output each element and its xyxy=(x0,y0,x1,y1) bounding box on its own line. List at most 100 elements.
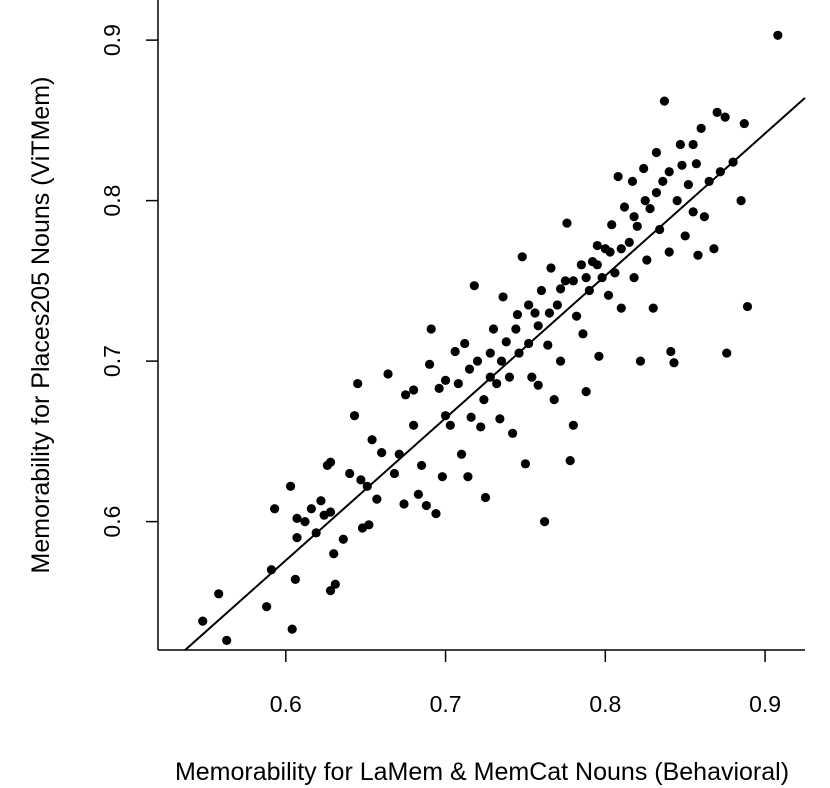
axes xyxy=(157,0,805,651)
data-point xyxy=(635,356,646,366)
data-point xyxy=(677,160,687,170)
data-point xyxy=(696,123,706,133)
data-point xyxy=(651,147,662,158)
data-point xyxy=(581,273,591,283)
data-point xyxy=(712,107,722,117)
data-point xyxy=(508,428,518,438)
data-point xyxy=(524,338,534,349)
data-point xyxy=(399,499,409,509)
data-point xyxy=(640,196,650,206)
data-point xyxy=(434,383,444,393)
data-point xyxy=(372,494,382,504)
data-point xyxy=(480,492,491,503)
y-tick-label: 0.9 xyxy=(99,24,125,56)
data-point xyxy=(607,220,617,230)
data-point xyxy=(536,285,547,296)
data-point xyxy=(292,533,302,543)
data-point xyxy=(325,586,336,596)
data-point xyxy=(424,359,435,369)
data-point xyxy=(300,517,310,527)
regression-line xyxy=(184,97,806,651)
data-point xyxy=(544,308,554,318)
data-point xyxy=(592,260,602,270)
x-tick-label: 0.7 xyxy=(430,691,462,717)
data-point xyxy=(613,171,623,182)
data-point xyxy=(329,549,339,559)
data-point xyxy=(704,176,714,186)
data-point xyxy=(552,300,562,310)
data-point xyxy=(581,387,591,397)
data-point xyxy=(699,212,709,222)
data-point xyxy=(316,496,326,506)
data-point xyxy=(440,411,451,421)
data-point xyxy=(592,240,602,251)
data-point xyxy=(549,395,559,405)
data-point xyxy=(605,247,615,257)
data-point xyxy=(469,281,479,291)
data-point xyxy=(198,616,208,626)
data-point xyxy=(527,372,537,382)
data-point xyxy=(496,356,507,366)
data-point xyxy=(742,301,753,312)
data-point xyxy=(664,167,674,177)
data-point xyxy=(338,534,348,544)
data-point xyxy=(533,321,543,331)
data-point xyxy=(413,489,423,499)
data-point xyxy=(345,468,355,479)
x-tick-label: 0.8 xyxy=(589,691,621,717)
data-point xyxy=(389,468,400,479)
data-point xyxy=(616,244,626,254)
data-point xyxy=(450,346,460,357)
x-axis-title: Memorability for LaMem & MemCat Nouns (B… xyxy=(175,758,789,786)
data-point xyxy=(492,378,502,389)
data-point xyxy=(651,187,662,198)
data-point xyxy=(568,276,578,286)
data-point xyxy=(501,337,511,347)
data-point xyxy=(498,292,508,302)
data-point xyxy=(266,565,277,575)
data-point xyxy=(672,196,682,206)
data-point xyxy=(394,449,404,459)
data-point xyxy=(584,285,594,296)
data-point xyxy=(270,504,280,514)
data-point xyxy=(632,221,642,231)
data-point xyxy=(488,324,499,334)
data-point xyxy=(495,414,505,424)
data-point xyxy=(504,372,515,382)
data-point xyxy=(655,224,665,235)
data-point xyxy=(688,139,698,150)
data-point xyxy=(290,574,300,584)
data-point xyxy=(377,447,387,458)
data-point xyxy=(709,244,719,254)
data-point xyxy=(546,263,556,273)
x-tick-label: 0.9 xyxy=(749,691,781,717)
data-point xyxy=(456,449,467,459)
data-point xyxy=(512,309,523,320)
y-axis-ticks: 0.6 0.7 0.8 0.9 xyxy=(99,24,158,538)
data-point xyxy=(349,411,360,421)
data-point xyxy=(540,517,550,527)
data-point xyxy=(356,475,366,485)
data-point xyxy=(416,460,427,471)
data-point xyxy=(555,356,566,366)
data-point xyxy=(514,348,524,358)
y-tick-label: 0.8 xyxy=(99,185,125,217)
data-point xyxy=(568,420,578,430)
data-point xyxy=(693,250,703,260)
data-point xyxy=(739,118,749,129)
data-point xyxy=(619,202,630,212)
data-point xyxy=(722,348,732,358)
data-point xyxy=(485,348,495,358)
data-point xyxy=(466,412,476,422)
data-point xyxy=(306,504,316,514)
data-point xyxy=(560,276,570,286)
data-point xyxy=(362,481,372,491)
data-point xyxy=(325,507,336,517)
data-point xyxy=(659,96,670,106)
data-point xyxy=(728,157,738,167)
data-point xyxy=(629,273,639,283)
data-point xyxy=(463,472,473,482)
data-point xyxy=(440,375,451,385)
data-point xyxy=(571,311,582,321)
data-point xyxy=(565,456,575,466)
